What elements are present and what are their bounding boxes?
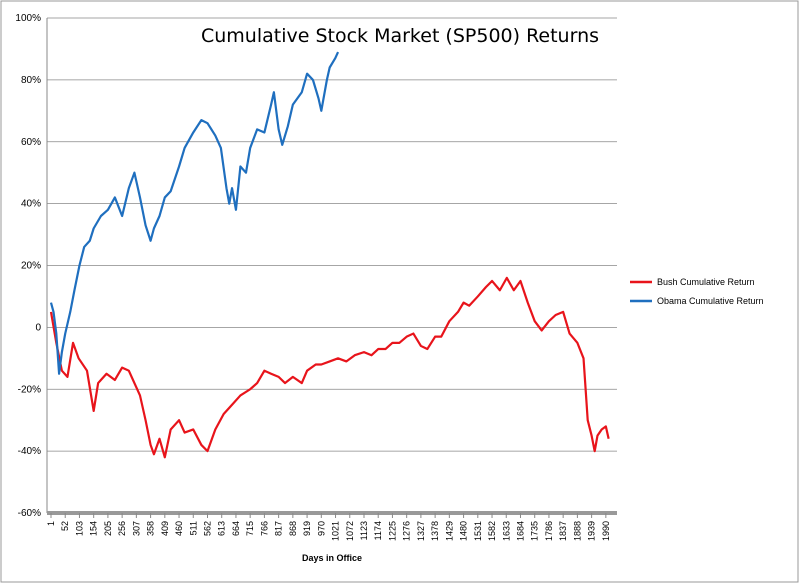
series-line	[49, 51, 340, 375]
x-tick-label: 715	[245, 521, 255, 536]
x-tick-label: 154	[89, 521, 99, 536]
x-tick-label: 1225	[387, 521, 397, 541]
x-tick-label: 817	[274, 521, 284, 536]
x-tick-label: 1939	[587, 521, 597, 541]
x-tick-label: 1021	[331, 521, 341, 541]
y-tick-label: -20%	[18, 384, 41, 395]
x-tick-label: 1888	[572, 521, 582, 541]
y-tick-label: -40%	[18, 446, 41, 457]
x-tick-label: 1633	[501, 521, 511, 541]
x-tick-label: 1735	[530, 521, 540, 541]
x-tick-label: 1123	[359, 521, 369, 540]
x-tick-label: 511	[188, 521, 198, 535]
y-tick-label: 40%	[21, 199, 41, 210]
x-tick-label: 1480	[459, 521, 469, 541]
x-tick-label: 1378	[430, 521, 440, 541]
x-tick-label: 1582	[487, 521, 497, 541]
x-tick-label: 307	[131, 521, 141, 536]
x-tick-label: 409	[160, 521, 170, 536]
x-tick-label: 613	[217, 521, 227, 536]
x-tick-label: 1429	[444, 521, 454, 541]
y-tick-label: 60%	[21, 137, 41, 148]
x-tick-label: 1072	[345, 521, 355, 541]
y-tick-label: 0	[35, 322, 41, 333]
y-tick-label: 20%	[21, 261, 41, 272]
x-tick-label: 205	[103, 521, 113, 536]
x-axis-label: Days in Office	[302, 553, 362, 563]
legend-label: Bush Cumulative Return	[657, 277, 755, 287]
x-tick-label: 919	[302, 521, 312, 536]
legend-label: Obama Cumulative Return	[657, 296, 764, 306]
x-tick-label: 1837	[558, 521, 568, 541]
x-tick-label: 460	[174, 521, 184, 536]
x-tick-label: 664	[231, 521, 241, 536]
x-tick-label: 358	[146, 521, 156, 536]
x-tick-label: 103	[74, 521, 84, 536]
x-tick-label: 970	[316, 521, 326, 536]
x-tick-label: 1990	[601, 521, 611, 541]
x-tick-label: 1276	[402, 521, 412, 541]
x-tick-label: 1684	[515, 521, 525, 541]
x-tick-label: 1327	[416, 521, 426, 541]
x-tick-label: 562	[202, 521, 212, 536]
x-tick-label: 256	[117, 521, 127, 536]
x-tick-label: 1786	[544, 521, 554, 541]
x-tick-label: 1	[46, 521, 56, 526]
x-tick-label: 1174	[373, 521, 383, 540]
y-tick-label: -60%	[18, 508, 41, 519]
x-tick-label: 1531	[473, 521, 483, 541]
x-tick-label: 52	[60, 521, 70, 531]
x-tick-label: 766	[259, 521, 269, 536]
y-tick-label: 100%	[15, 13, 41, 24]
chart-title: Cumulative Stock Market (SP500) Returns	[201, 25, 599, 47]
series-line	[49, 276, 610, 459]
y-tick-label: 80%	[21, 75, 41, 86]
x-tick-label: 868	[288, 521, 298, 536]
